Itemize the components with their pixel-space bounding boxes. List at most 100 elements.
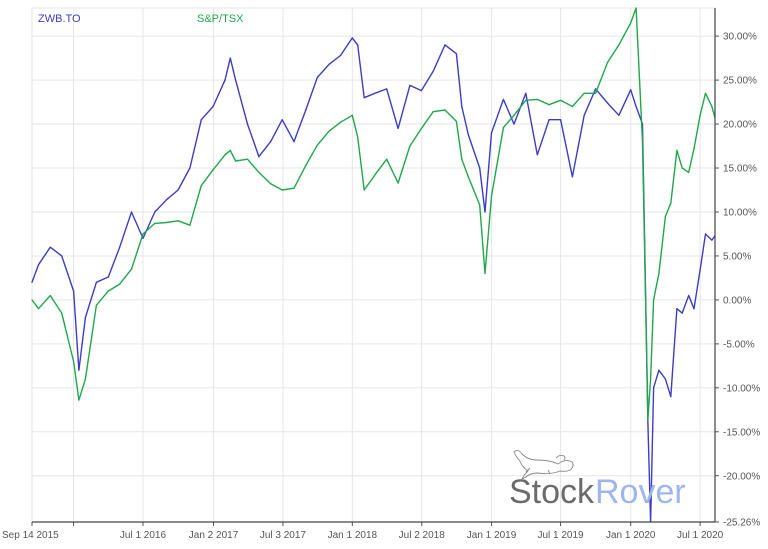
data-point (693, 148, 695, 150)
data-point (658, 272, 660, 275)
data-point (224, 79, 226, 81)
data-point (386, 158, 388, 160)
data-point (606, 102, 609, 104)
axes: 30.00% 25.00% 20.00% 15.00% 10.00% 5.00% 0.00%… (2, 8, 760, 541)
data-point (432, 111, 434, 113)
data-point (653, 299, 655, 301)
data-point (630, 22, 632, 24)
data-point (224, 154, 226, 156)
y-tick-label: 0.00% (723, 295, 751, 306)
watermark-text-rover: Rover (595, 473, 686, 511)
dog-logo-icon (513, 449, 574, 481)
data-point (31, 281, 33, 283)
data-point (444, 44, 446, 46)
x-tick-label: Jul 2 2018 (399, 530, 446, 541)
data-point (119, 246, 121, 248)
data-point (484, 211, 486, 213)
data-point (119, 283, 121, 285)
x-tick-label: Jan 2 2017 (189, 530, 239, 541)
data-point (455, 120, 458, 123)
data-point (49, 294, 51, 297)
data-point (386, 88, 388, 90)
data-point (339, 121, 342, 123)
y-tick-label: -5.00% (723, 339, 755, 350)
data-point (653, 387, 655, 389)
watermark-text-stock: Stock (509, 473, 595, 511)
data-point (647, 422, 649, 424)
data-point (595, 92, 597, 94)
data-point (357, 136, 359, 138)
data-point (397, 182, 399, 184)
data-point (688, 294, 690, 297)
x-tick-label: Jul 1 2019 (537, 530, 584, 541)
data-point (130, 211, 133, 213)
data-point (95, 304, 98, 306)
data-point (681, 167, 683, 169)
data-point (84, 378, 86, 380)
y-tick-label: 20.00% (723, 120, 757, 131)
data-point (461, 105, 463, 108)
data-point (107, 290, 109, 292)
data-point (166, 221, 168, 224)
y-tick-label: -15.00% (723, 427, 760, 438)
y-tick-label: 30.00% (723, 32, 757, 43)
data-point (409, 84, 411, 86)
data-point (166, 199, 168, 201)
data-point (31, 299, 33, 301)
data-point (467, 134, 469, 136)
data-point (154, 211, 156, 213)
data-point (49, 246, 51, 248)
data-point (490, 195, 493, 197)
data-point (142, 233, 144, 235)
data-point (502, 126, 504, 129)
data-point (246, 123, 249, 125)
data-point (397, 127, 399, 130)
data-point (664, 215, 667, 217)
data-point (536, 154, 538, 156)
y-tick-label: -25.26% (723, 518, 760, 529)
data-point (177, 220, 179, 222)
data-point (681, 312, 683, 314)
data-point (676, 308, 678, 310)
y-tick-label: 5.00% (723, 251, 751, 262)
data-point (200, 185, 202, 187)
data-point (328, 130, 330, 132)
series-line-sptsx (31, 7, 716, 421)
data-point (583, 92, 585, 94)
data-point (316, 144, 318, 146)
data-point (618, 114, 620, 116)
data-point (316, 76, 318, 79)
data-point (455, 53, 458, 55)
data-point (177, 189, 179, 191)
data-point (107, 276, 109, 278)
data-point (525, 92, 527, 94)
data-point (61, 255, 63, 257)
data-point (536, 98, 538, 101)
data-point (548, 119, 550, 121)
data-point (293, 141, 295, 143)
data-point (281, 119, 283, 121)
x-tick-label: Jan 1 2019 (467, 530, 517, 541)
data-point (229, 57, 231, 59)
data-point (72, 290, 75, 292)
data-point (235, 160, 237, 162)
data-point (189, 167, 191, 169)
data-point (420, 90, 422, 92)
data-point (61, 312, 63, 314)
data-point (641, 141, 644, 143)
data-point (711, 105, 713, 108)
data-point (513, 123, 515, 125)
data-point (130, 268, 133, 270)
data-point (270, 141, 272, 143)
data-point (571, 176, 573, 178)
y-tick-label: 10.00% (723, 207, 757, 218)
y-tick-label: 25.00% (723, 76, 757, 87)
data-point (229, 149, 231, 152)
data-point (212, 105, 214, 108)
data-point (647, 418, 649, 421)
data-point (559, 119, 562, 121)
data-point (420, 127, 422, 130)
data-point (693, 308, 695, 310)
data-point (270, 183, 272, 185)
data-point (37, 264, 40, 266)
